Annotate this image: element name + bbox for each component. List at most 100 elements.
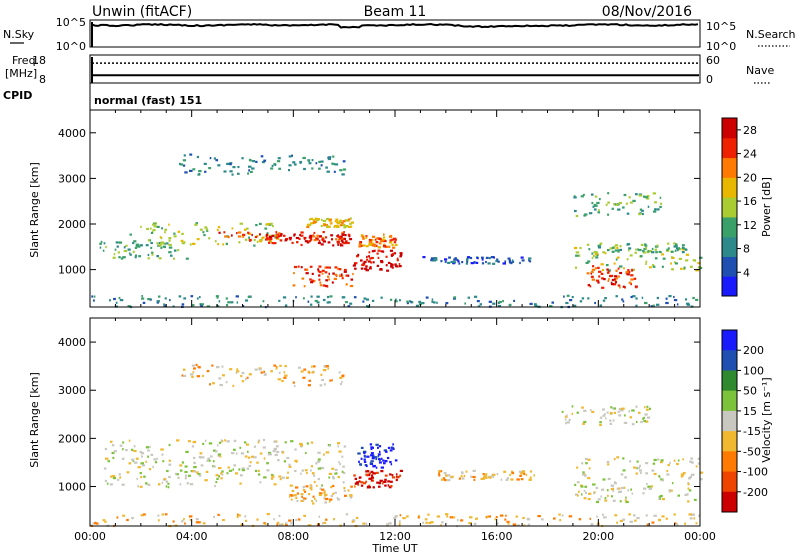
- data-cell: [259, 452, 263, 455]
- data-cell: [654, 257, 658, 260]
- data-cell: [583, 489, 586, 492]
- data-cell: [303, 485, 306, 488]
- data-cell: [190, 295, 194, 298]
- data-cell: [215, 159, 219, 162]
- data-cell: [99, 242, 102, 245]
- data-cell: [472, 475, 476, 479]
- data-cell: [622, 457, 625, 460]
- data-cell: [159, 236, 162, 239]
- data-cell: [383, 233, 385, 236]
- power-colorbar-cell: [722, 216, 737, 238]
- data-cell: [399, 522, 401, 525]
- x-tick-label: 08:00: [277, 530, 309, 543]
- data-cell: [198, 455, 202, 459]
- data-cell: [220, 472, 223, 475]
- data-cell: [218, 300, 221, 303]
- data-cell: [168, 443, 171, 447]
- data-cell: [597, 498, 601, 501]
- data-cell: [189, 483, 194, 486]
- data-cell: [344, 494, 347, 497]
- data-cell: [295, 486, 299, 489]
- data-cell: [127, 248, 131, 251]
- data-cell: [641, 209, 644, 212]
- data-cell: [240, 452, 245, 455]
- data-cell: [502, 300, 504, 303]
- data-cell: [495, 516, 498, 519]
- data-cell: [183, 154, 186, 157]
- data-cell: [189, 518, 192, 521]
- data-cell: [385, 264, 388, 267]
- data-cell: [623, 421, 628, 424]
- data-cell: [168, 475, 171, 479]
- data-cell: [321, 484, 323, 487]
- data-cell: [596, 515, 598, 518]
- nave-tick-high: 60: [706, 54, 720, 67]
- data-cell: [325, 217, 329, 221]
- data-cell: [658, 518, 661, 521]
- data-cell: [607, 477, 611, 480]
- data-cell: [611, 495, 613, 498]
- data-cell: [118, 473, 121, 476]
- data-cell: [370, 261, 372, 264]
- data-cell: [109, 483, 113, 486]
- data-cell: [350, 225, 353, 228]
- data-cell: [161, 453, 164, 456]
- data-cell: [355, 516, 359, 519]
- data-cell: [239, 446, 242, 449]
- data-cell: [277, 157, 281, 160]
- data-cell: [160, 246, 163, 249]
- data-cell: [576, 494, 579, 497]
- data-cell: [461, 477, 465, 480]
- data-cell: [127, 305, 131, 308]
- data-cell: [628, 271, 631, 274]
- data-cell: [634, 519, 637, 522]
- data-cell: [394, 263, 397, 266]
- data-cell: [283, 460, 286, 463]
- data-cell: [370, 454, 374, 457]
- data-cell: [92, 522, 95, 525]
- data-cell: [649, 266, 652, 269]
- data-cell: [298, 366, 301, 369]
- data-cell: [321, 218, 323, 221]
- data-cell: [395, 473, 398, 476]
- data-cell: [525, 473, 528, 477]
- y-tick-label: 3000: [58, 172, 86, 185]
- data-cell: [430, 259, 433, 262]
- data-cell: [528, 478, 532, 481]
- data-cell: [273, 364, 277, 367]
- data-cell: [368, 240, 373, 243]
- data-cell: [152, 229, 156, 232]
- data-cell: [150, 227, 152, 230]
- data-cell: [293, 494, 297, 497]
- data-cell: [476, 257, 479, 260]
- data-cell: [376, 252, 379, 255]
- power-colorbar-tick-label: 8: [743, 243, 750, 256]
- data-cell: [337, 235, 341, 238]
- data-cell: [387, 446, 391, 449]
- data-cell: [440, 260, 443, 263]
- data-cell: [362, 482, 367, 485]
- data-cell: [380, 240, 384, 243]
- data-cell: [316, 234, 320, 237]
- data-cell: [393, 252, 397, 255]
- data-cell: [211, 364, 214, 367]
- data-cell: [265, 233, 269, 236]
- data-cell: [507, 257, 511, 260]
- velocity-colorbar-cell: [722, 390, 737, 412]
- data-cell: [329, 222, 332, 225]
- data-cell: [378, 461, 382, 464]
- data-cell: [235, 472, 238, 475]
- data-cell: [359, 241, 363, 244]
- data-cell: [354, 262, 358, 265]
- data-cell: [618, 407, 622, 411]
- data-cell: [343, 445, 347, 448]
- data-cell: [181, 242, 185, 245]
- data-cell: [296, 499, 299, 502]
- data-cell: [337, 267, 339, 270]
- data-cell: [307, 300, 310, 303]
- data-cell: [666, 248, 669, 251]
- data-cell: [345, 274, 348, 277]
- data-cell: [183, 374, 187, 377]
- data-cell: [300, 493, 304, 496]
- data-cell: [315, 499, 318, 502]
